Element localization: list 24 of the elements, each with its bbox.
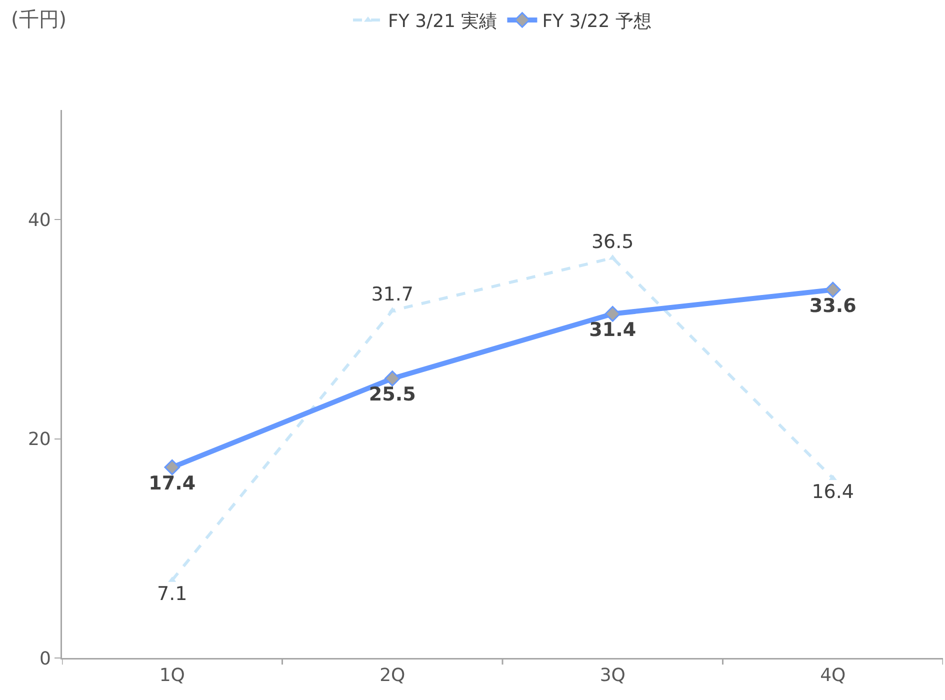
legend-label: FY 3/22 予想	[542, 10, 652, 32]
data-label: 36.5	[591, 230, 634, 253]
x-tick-label: 4Q	[820, 665, 846, 686]
x-tick-label: 1Q	[159, 665, 185, 686]
point	[164, 459, 180, 476]
y-tick-label: 20	[28, 429, 51, 450]
point	[608, 254, 617, 260]
legend-label: FY 3/21 実績	[388, 10, 498, 32]
point	[828, 474, 837, 480]
data-label: 16.4	[812, 480, 854, 503]
y-tick-label: 0	[39, 648, 51, 670]
x-tick-label: 2Q	[380, 665, 406, 686]
data-label: 7.1	[157, 582, 188, 605]
point	[384, 370, 400, 386]
data-label: 33.6	[809, 294, 856, 317]
point	[604, 306, 621, 322]
data-label: 17.4	[148, 472, 196, 494]
y-axis-title: (千円)	[11, 7, 67, 31]
data-label: 31.7	[371, 283, 414, 306]
y-tick-label: 40	[28, 210, 51, 231]
x-tick-label: 3Q	[600, 665, 626, 686]
data-label: 31.4	[589, 318, 636, 341]
point	[824, 282, 841, 298]
data-label: 25.5	[368, 384, 416, 406]
